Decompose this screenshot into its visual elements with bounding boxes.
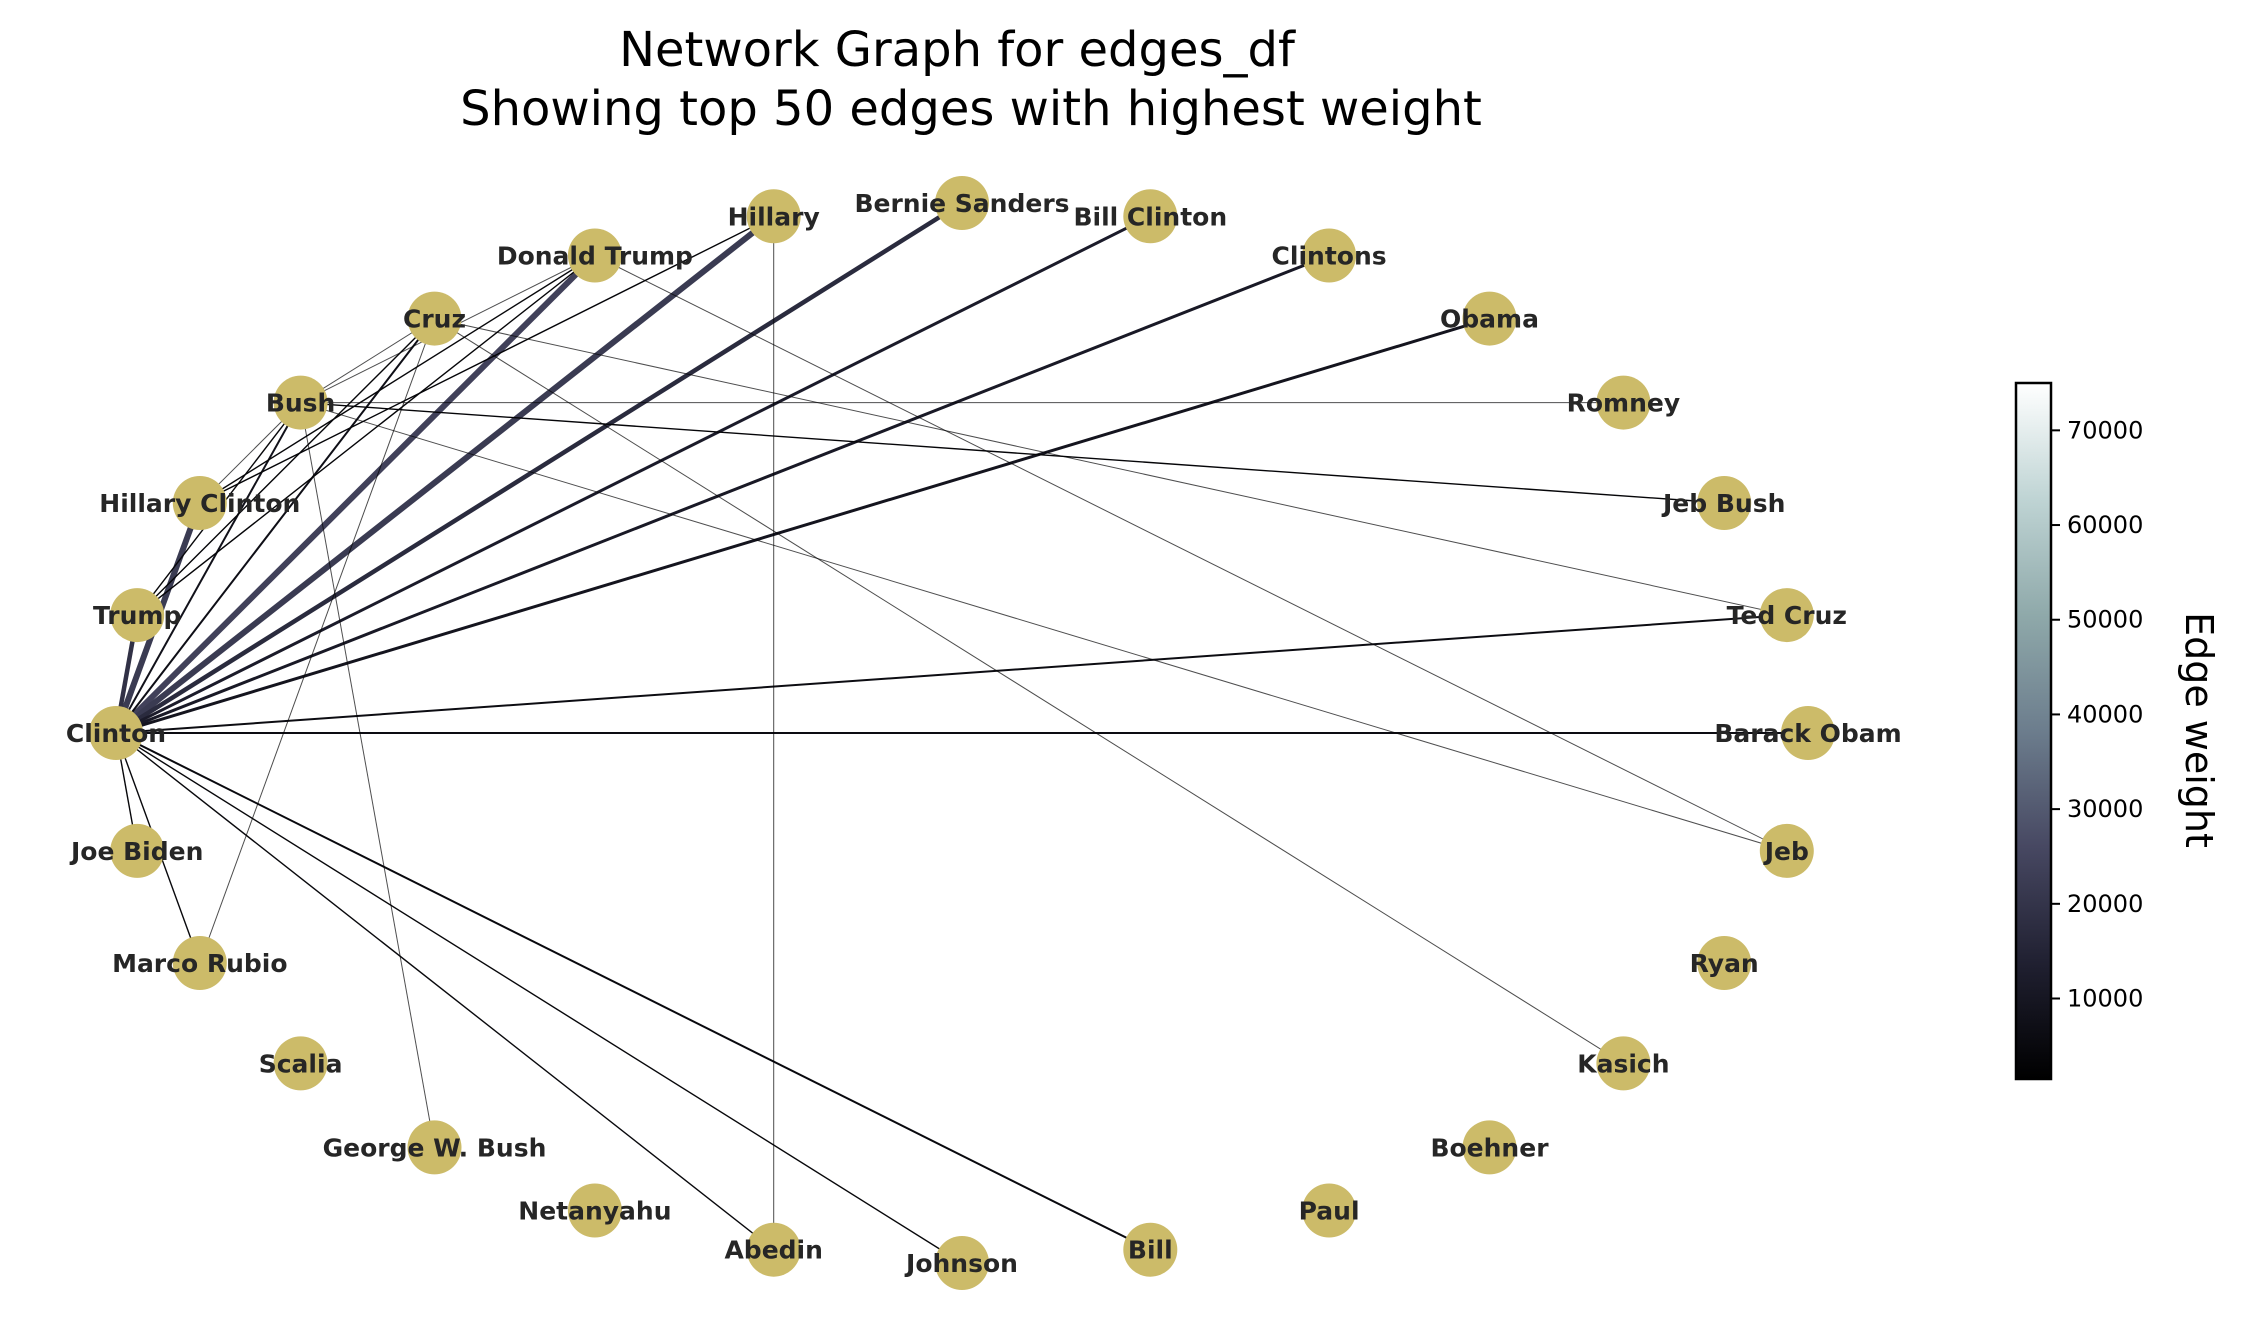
node-label: Hillary Clinton — [99, 489, 300, 518]
edge — [300, 401, 1725, 504]
edge — [434, 318, 1624, 1064]
node — [172, 476, 227, 530]
node-label: Ryan — [1690, 949, 1759, 978]
node — [746, 189, 801, 244]
node-label: Netanyahu — [518, 1197, 671, 1226]
node-label: Jeb — [1763, 837, 1809, 866]
node-label: Donald Trump — [497, 242, 693, 271]
colorbar: 10000 20000 30000 40000 50000 60000 70000 Edge… — [2014, 381, 2221, 1081]
edge — [115, 214, 1151, 735]
node — [1302, 228, 1357, 283]
node-label: Hillary — [728, 202, 820, 231]
node-label: Jeb Bush — [1661, 489, 1785, 518]
edge — [115, 317, 1490, 735]
chart-title-line-1: Network Graph for edges_df — [619, 22, 1296, 78]
node — [110, 823, 165, 878]
colorbar-frame — [2014, 381, 2053, 1081]
node — [1302, 1183, 1357, 1238]
node-label: Joe Biden — [69, 837, 203, 866]
edge — [199, 215, 775, 504]
edge — [115, 254, 1330, 735]
node — [935, 176, 989, 230]
node-label: Bush — [266, 389, 336, 418]
node — [1596, 1036, 1651, 1091]
colorbar-tick-label: 40000 — [2067, 700, 2143, 728]
node-label: Clintons — [1272, 242, 1387, 271]
edge — [113, 253, 598, 736]
edge — [115, 614, 1787, 734]
node — [567, 228, 622, 283]
node-label: Marco Rubio — [112, 949, 287, 978]
node-label: Barack Obam — [1714, 719, 1901, 748]
node — [273, 1036, 328, 1091]
node-label: Bill Clinton — [1073, 202, 1227, 231]
colorbar-axis-label: Edge weight — [2177, 612, 2221, 848]
node-label: Bill — [1128, 1236, 1173, 1265]
node-label: Kasich — [1577, 1049, 1669, 1078]
node — [1781, 706, 1835, 760]
edge — [199, 318, 435, 964]
colorbar-ticks: 10000 20000 30000 40000 50000 60000 70000 — [2051, 416, 2143, 1013]
chart-title: Network Graph for edges_df Showing top 5… — [460, 22, 1482, 137]
node — [110, 588, 165, 643]
colorbar-tick-label: 10000 — [2067, 985, 2143, 1013]
node-label: Trump — [93, 601, 181, 630]
node-label: Cruz — [403, 305, 466, 334]
node-label: Paul — [1299, 1197, 1360, 1226]
colorbar-tick-label: 30000 — [2067, 795, 2143, 823]
edge — [300, 402, 435, 1148]
node-label: Obama — [1440, 305, 1539, 334]
node — [935, 1236, 989, 1290]
edge — [115, 732, 1151, 1251]
node-label: Romney — [1567, 389, 1681, 418]
nodes-layer — [89, 176, 1835, 1290]
node — [1596, 375, 1651, 430]
node — [89, 706, 143, 760]
colorbar-tick-label: 20000 — [2067, 890, 2143, 918]
edges-layer — [113, 201, 1808, 1264]
node — [407, 291, 462, 346]
edge — [114, 213, 776, 736]
node — [1123, 1222, 1178, 1277]
node — [407, 1120, 462, 1175]
edge — [115, 732, 963, 1264]
node — [1697, 936, 1752, 990]
edge — [114, 201, 964, 735]
node — [1462, 1120, 1517, 1175]
colorbar-gradient — [2016, 383, 2051, 1079]
node-label: Boehner — [1430, 1133, 1549, 1162]
node-label: Scalia — [259, 1049, 343, 1078]
node-label: Ted Cruz — [1727, 601, 1847, 630]
edge — [300, 402, 1787, 852]
node — [1759, 588, 1814, 643]
edge — [199, 254, 596, 504]
edge — [115, 317, 436, 734]
node-labels-layer: Clinton Trump Hillary Clinton Bush Cruz Donal… — [66, 189, 1902, 1278]
node — [1697, 476, 1752, 530]
edge — [115, 732, 775, 1251]
node-label: George W. Bush — [323, 1133, 547, 1162]
node — [172, 936, 227, 990]
node-label: Clinton — [66, 719, 166, 748]
edge — [115, 402, 302, 734]
colorbar-tick-label: 60000 — [2067, 511, 2143, 539]
chart-title-line-2: Showing top 50 edges with highest weight — [460, 81, 1482, 137]
node — [1462, 291, 1517, 346]
node — [273, 375, 328, 430]
edge — [136, 254, 596, 616]
colorbar-tick-label: 50000 — [2067, 606, 2143, 634]
node — [1123, 189, 1178, 244]
node — [1759, 823, 1814, 878]
node — [567, 1183, 622, 1238]
edge — [136, 318, 435, 616]
node-label: Bernie Sanders — [854, 189, 1069, 218]
node-label: Johnson — [904, 1249, 1018, 1278]
colorbar-tick-label: 70000 — [2067, 416, 2143, 444]
node-label: Abedin — [724, 1236, 822, 1265]
edge — [594, 255, 1788, 852]
node — [746, 1222, 801, 1277]
edge — [434, 318, 1787, 616]
